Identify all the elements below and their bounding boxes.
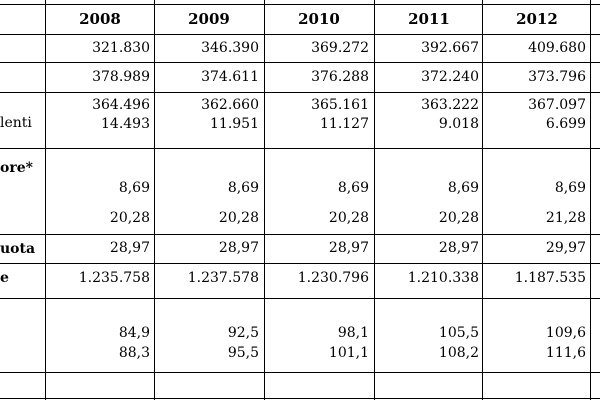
year-header: 2010 xyxy=(298,10,340,28)
column-line xyxy=(590,0,591,400)
table-cell: 101,1 xyxy=(328,345,369,361)
table-cell: 363.222 xyxy=(421,97,479,113)
row-line xyxy=(0,298,600,299)
table-cell: 372.240 xyxy=(421,69,479,85)
table-cell: 20,28 xyxy=(438,210,479,226)
table-cell: 20,28 xyxy=(218,210,259,226)
table-cell: 369.272 xyxy=(311,40,369,56)
table-cell: 11.951 xyxy=(210,116,259,132)
table-cell: 95,5 xyxy=(227,345,259,361)
table-cell: 1.187.535 xyxy=(514,270,586,286)
row-line xyxy=(0,62,600,63)
table-cell: 364.496 xyxy=(92,97,150,113)
table-cell: 28,97 xyxy=(438,240,479,256)
table-cell: 8,69 xyxy=(118,180,150,196)
table-cell: 20,28 xyxy=(328,210,369,226)
table-cell: 8,69 xyxy=(227,180,259,196)
table-cell: 367.097 xyxy=(528,97,586,113)
table-cell: 365.161 xyxy=(311,97,369,113)
table-cell: 109,6 xyxy=(545,325,586,341)
row-line xyxy=(0,234,600,235)
table-cell: 6.699 xyxy=(545,116,586,132)
table-cell: 376.288 xyxy=(311,69,369,85)
row-label: e xyxy=(0,270,9,286)
table-cell: 1.237.578 xyxy=(187,270,259,286)
row-label: ore* xyxy=(0,160,33,176)
row-line xyxy=(0,372,600,373)
table-cell: 20,28 xyxy=(109,210,150,226)
year-header: 2012 xyxy=(516,10,558,28)
table-cell: 88,3 xyxy=(118,345,150,361)
table-cell: 374.611 xyxy=(201,69,259,85)
table-cell: 9.018 xyxy=(438,116,479,132)
table-cell: 1.210.338 xyxy=(407,270,479,286)
column-line xyxy=(45,0,46,400)
table-cell: 111,6 xyxy=(545,345,586,361)
column-line xyxy=(154,0,155,400)
table-cell: 8,69 xyxy=(337,180,369,196)
table-cell: 11.127 xyxy=(320,116,369,132)
year-header: 2008 xyxy=(79,10,121,28)
table-cell: 346.390 xyxy=(201,40,259,56)
row-line xyxy=(0,92,600,93)
row-label: lenti xyxy=(0,115,32,131)
year-header: 2011 xyxy=(408,10,450,28)
column-line xyxy=(374,0,375,400)
table-cell: 14.493 xyxy=(101,116,150,132)
table-cell: 84,9 xyxy=(118,325,150,341)
row-line xyxy=(0,148,600,149)
row-line xyxy=(0,4,600,5)
table-cell: 321.830 xyxy=(92,40,150,56)
table-cell: 1.235.758 xyxy=(78,270,150,286)
table-cell: 29,97 xyxy=(545,240,586,256)
row-line xyxy=(0,263,600,264)
table-cell: 1.230.796 xyxy=(297,270,369,286)
table-cell: 105,5 xyxy=(438,325,479,341)
row-line xyxy=(0,34,600,35)
table-cell: 8,69 xyxy=(554,180,586,196)
row-line xyxy=(0,398,600,399)
table-cell: 373.796 xyxy=(528,69,586,85)
column-line xyxy=(482,0,483,400)
table-cell: 28,97 xyxy=(218,240,259,256)
table-cell: 28,97 xyxy=(109,240,150,256)
table-cell: 8,69 xyxy=(447,180,479,196)
table-cell: 362.660 xyxy=(201,97,259,113)
table-cell: 28,97 xyxy=(328,240,369,256)
row-label: uota xyxy=(0,241,36,257)
table-cell: 409.680 xyxy=(528,40,586,56)
year-header: 2009 xyxy=(188,10,230,28)
table-cell: 378.989 xyxy=(92,69,150,85)
table-cell: 98,1 xyxy=(337,325,369,341)
table-cell: 108,2 xyxy=(438,345,479,361)
table-cell: 21,28 xyxy=(545,210,586,226)
table-cell: 392.667 xyxy=(421,40,479,56)
table-cell: 92,5 xyxy=(227,325,259,341)
column-line xyxy=(264,0,265,400)
